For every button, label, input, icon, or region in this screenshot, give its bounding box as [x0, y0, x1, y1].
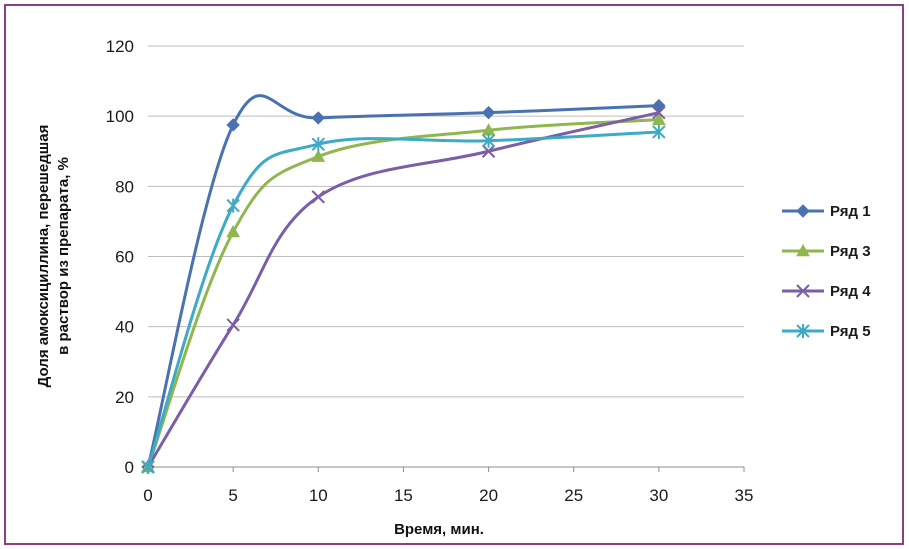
data-point [652, 105, 666, 120]
legend-item: Ряд 3 [782, 243, 871, 260]
data-point [481, 105, 496, 120]
legend-label: Ряд 1 [830, 203, 871, 220]
data-point [141, 460, 155, 474]
y-tick-label: 0 [125, 458, 134, 477]
series-line-2 [146, 118, 659, 468]
x-axis [147, 466, 745, 472]
series-markers [141, 98, 666, 474]
series-line-1 [146, 94, 659, 468]
legend-item: Ряд 1 [782, 203, 871, 220]
data-point [311, 137, 325, 152]
x-tick-label: 15 [394, 486, 413, 505]
data-point [311, 190, 325, 204]
gridlines [148, 45, 744, 398]
data-point [311, 111, 325, 125]
data-point [652, 112, 666, 125]
legend-marker [796, 204, 810, 218]
x-axis-title: Время, мин. [394, 521, 484, 538]
x-tick-label: 30 [649, 486, 668, 505]
data-point [226, 118, 240, 132]
data-point [652, 124, 666, 139]
x-tick-label: 25 [564, 486, 583, 505]
y-tick-label: 80 [115, 177, 134, 196]
data-point [226, 224, 240, 238]
legend-item: Ряд 5 [782, 323, 871, 340]
legend-marker [796, 324, 810, 338]
x-tick-label: 20 [479, 486, 498, 505]
y-axis-title: Доля амоксициллина, перешедшая в раствор … [35, 125, 72, 388]
y-tick-label: 100 [106, 107, 134, 126]
legend-marker [796, 284, 810, 298]
y-tick-label: 20 [115, 388, 134, 407]
data-point [226, 198, 240, 213]
legend-marker [796, 243, 810, 257]
chart-frame: 0 20 40 60 80 100 120 0 5 10 15 20 25 30 35 Доля амок… [4, 4, 904, 545]
x-tick-label: 35 [735, 486, 754, 505]
series-line-3 [146, 111, 660, 468]
legend: Ряд 1 Ряд 3 Ряд 4 Ряд 5 [782, 203, 871, 340]
y-tick-label: 40 [115, 318, 134, 337]
x-tick-label: 5 [228, 486, 237, 505]
y-tick-label: 120 [106, 37, 134, 56]
data-point [311, 149, 326, 162]
data-point [481, 144, 496, 158]
legend-label: Ряд 4 [830, 283, 871, 300]
series-lines [146, 94, 660, 468]
x-tick-labels: 0 5 10 15 20 25 30 35 [143, 486, 753, 505]
x-tick-label: 0 [143, 486, 152, 505]
series-line-4 [146, 130, 659, 468]
y-tick-label: 60 [115, 248, 134, 267]
legend-item: Ряд 4 [782, 283, 871, 300]
data-point [481, 133, 496, 148]
line-chart: 0 20 40 60 80 100 120 0 5 10 15 20 25 30 35 Доля амок… [35, 37, 871, 538]
y-tick-labels: 0 20 40 60 80 100 120 [106, 37, 134, 477]
x-tick-label: 10 [309, 486, 328, 505]
legend-label: Ряд 3 [830, 243, 871, 260]
data-point [226, 318, 240, 332]
legend-label: Ряд 5 [830, 323, 871, 340]
